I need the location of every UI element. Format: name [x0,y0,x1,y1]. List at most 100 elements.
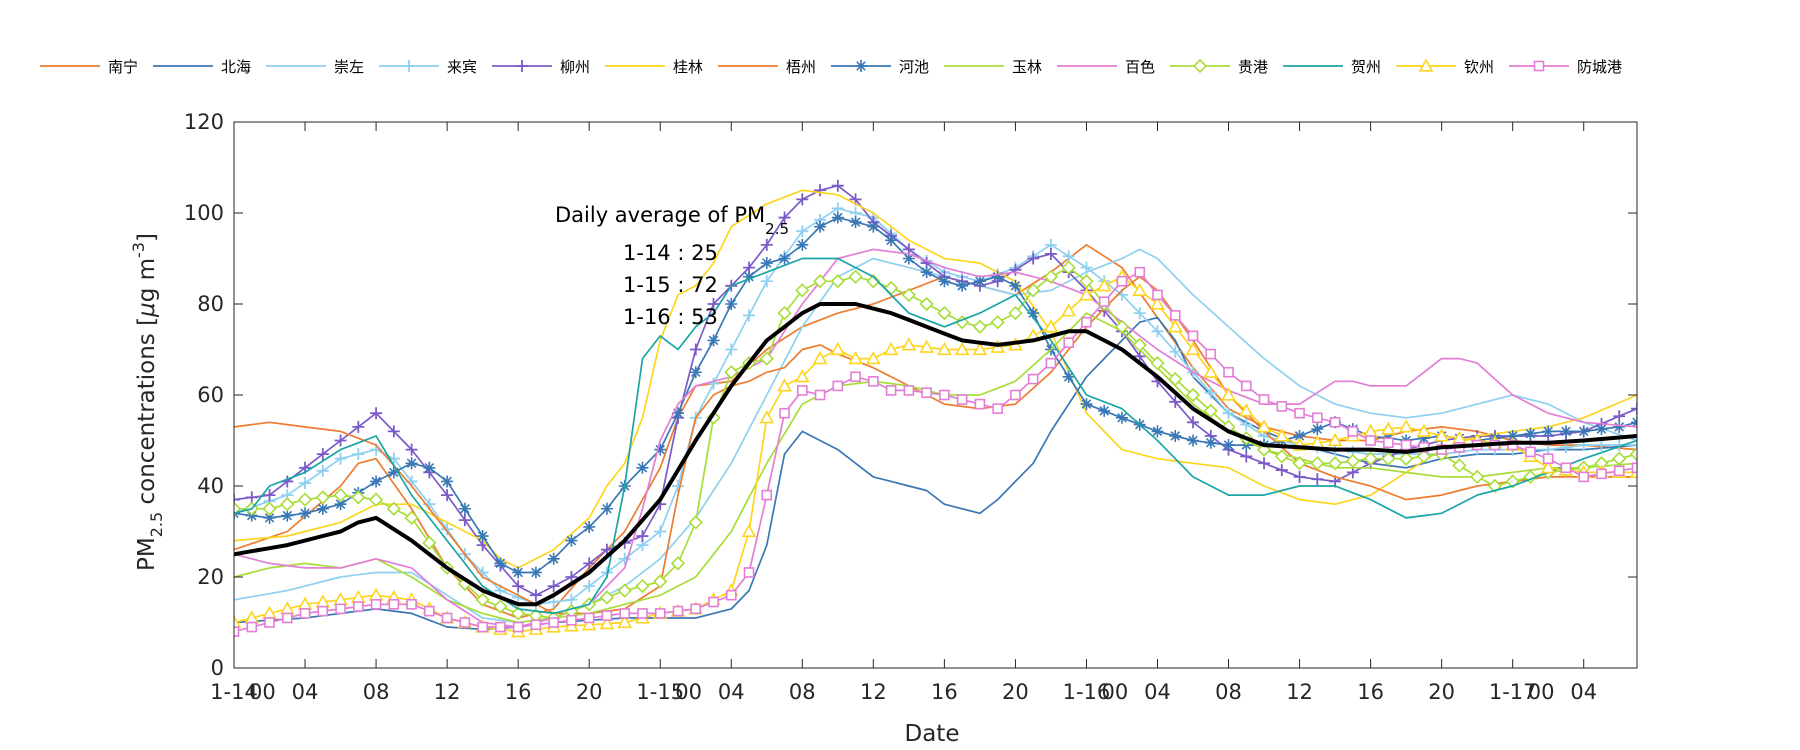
x-tick-label: 16 [931,680,958,704]
legend-item: 梧州 [718,58,816,76]
data-point [566,614,577,626]
data-point [1274,449,1289,464]
data-point [1347,426,1359,437]
data-point [812,350,828,365]
data-point [1010,389,1021,401]
data-point [883,341,899,356]
data-point [370,475,383,488]
legend-label: 崇左 [334,58,364,76]
annotation-line-1: 1-14 : 25 [623,241,718,265]
annotation-line-2: 1-15 : 72 [623,273,718,297]
data-point [1256,419,1272,433]
data-point [583,580,596,593]
data-point [583,557,596,570]
x-tick-label: 04 [718,680,745,704]
data-point [707,298,720,310]
data-point [405,443,418,456]
data-point [424,605,435,617]
data-point [1043,319,1059,333]
data-point [812,274,828,289]
data-point [1169,345,1182,358]
data-point [368,492,384,507]
data-point [759,351,774,366]
data-point [1613,465,1625,477]
data-point [954,341,970,356]
data-point [263,511,276,524]
y-tick-label: 120 [184,110,224,134]
data-point [1311,473,1324,486]
legend-item: 贺州 [1283,58,1381,76]
legend-item: 贵港 [1170,58,1268,76]
series-line [234,275,1637,615]
data-point [477,621,488,633]
data-point [387,425,400,438]
x-tick-label: 08 [789,680,816,704]
x-tick-label: 16 [505,680,532,704]
series-average [234,302,1637,607]
series-贵港 [234,260,1637,626]
data-point [1168,371,1183,387]
data-point [511,606,526,621]
data-point [1578,471,1590,483]
data-point [441,489,454,502]
data-point [689,366,702,379]
data-point [370,598,382,610]
legend-label: 钦州 [1464,58,1494,76]
data-point [1310,456,1325,471]
data-point [1150,296,1165,310]
data-point [404,510,419,525]
legend-item: 河池 [831,58,929,76]
x-tick-label: 1-17 [1489,680,1537,704]
series-line [234,302,1637,607]
data-point [1027,307,1040,320]
data-point [901,337,917,351]
data-point [832,380,844,392]
data-point [1312,412,1323,424]
data-point [370,407,383,420]
data-point [830,274,845,289]
x-tick-label-hour: 00 [1528,680,1555,704]
data-point [1258,457,1271,470]
data-point [743,270,756,283]
legend-label: 贺州 [1351,58,1381,76]
series-line [234,312,1637,624]
data-point [831,179,844,192]
data-point [1365,435,1376,446]
data-point [778,211,791,224]
data-point [972,341,988,356]
data-point [475,592,490,607]
legend-marker [516,60,528,72]
data-point [919,339,934,353]
data-point [493,599,508,614]
data-point [885,234,898,247]
x-tick-label: 04 [292,680,319,704]
data-point [796,193,809,206]
x-tick-label: 16 [1357,680,1384,704]
data-point [530,619,542,631]
data-point [599,615,615,630]
data-point [1204,386,1217,399]
x-tick-label: 1-15 [636,680,684,704]
series-玉林 [234,312,1637,624]
data-point [1169,310,1181,321]
data-point [1008,305,1023,321]
legend-marker [855,60,867,72]
data-point [866,274,881,289]
data-point [724,365,739,380]
data-point [1595,439,1608,452]
data-point [1240,450,1253,463]
data-point [1327,456,1343,471]
data-point [814,389,826,401]
series-line [234,189,1637,569]
legend-item: 南宁 [40,58,138,76]
data-point [565,534,578,547]
data-point [1169,429,1182,442]
x-tick-label: 12 [860,680,887,704]
data-point [1080,398,1093,411]
data-point [299,507,312,520]
data-point [316,502,329,515]
data-point [848,350,863,365]
data-point [565,571,578,583]
plot-background [234,122,1637,668]
